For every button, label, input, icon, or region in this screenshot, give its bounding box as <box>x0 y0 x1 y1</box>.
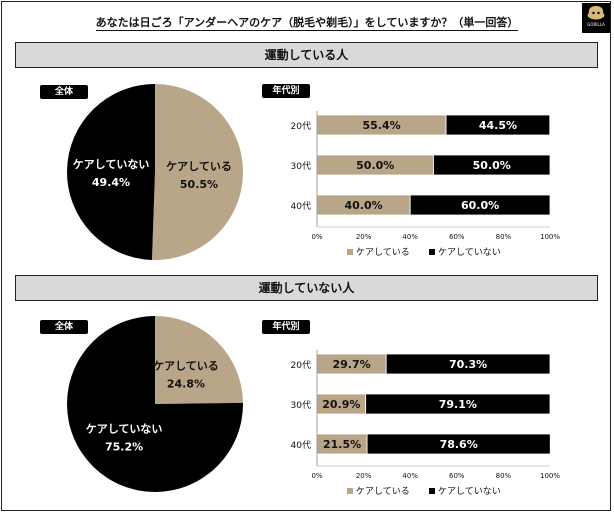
bar-value-label: 55.4% <box>362 119 400 132</box>
legend-label: ケアしている <box>356 486 410 497</box>
legend-label: ケアしている <box>356 247 410 258</box>
bar-value-label: 50.0% <box>473 159 511 172</box>
x-tick-label: 100% <box>540 233 560 241</box>
age-tag: 年代別 <box>262 320 310 334</box>
legend-swatch <box>429 249 435 255</box>
bar-value-label: 50.0% <box>356 159 394 172</box>
bar-value-label: 29.7% <box>333 358 371 371</box>
pie-slice-care <box>151 84 243 260</box>
x-tick-label: 20% <box>356 472 372 480</box>
age-tag: 年代別 <box>262 84 310 98</box>
section-header-inactive: 運動していない人 <box>15 275 598 301</box>
pie-value-label: 50.5% <box>180 178 218 191</box>
bar-segment-nocare <box>385 353 551 375</box>
category-label: 30代 <box>291 400 311 411</box>
gorilla-head-icon <box>587 6 605 20</box>
bar-segment-nocare <box>366 433 551 455</box>
bar-segment-nocare <box>445 114 551 136</box>
legend-label: ケアしていない <box>438 486 501 497</box>
bar-value-label: 44.5% <box>479 119 517 132</box>
bar-segment-nocare <box>365 393 551 415</box>
logo-text: GORILLA <box>587 22 605 27</box>
category-label: 40代 <box>291 440 311 451</box>
bar-chart-inactive: 20代 29.7% 70.3% 30代 20.9% 79.1% 40代 21.5% 78.6% 0… <box>291 350 560 497</box>
bar-segment-nocare <box>433 154 551 176</box>
pie-slice-nocare <box>66 84 155 260</box>
x-tick-label: 80% <box>496 472 512 480</box>
pie-label: ケアしている <box>153 360 219 373</box>
overall-tag: 全体 <box>40 85 88 99</box>
pie-slice-nocare <box>67 316 243 492</box>
x-tick-label: 0% <box>311 233 322 241</box>
bar-chart-active: 20代 55.4% 44.5% 30代 50.0% 50.0% 40代 40.0% 60.0% 0… <box>291 111 560 258</box>
category-label: 20代 <box>291 121 311 132</box>
legend-label: ケアしていない <box>438 247 501 258</box>
pie-label: ケアしている <box>166 160 232 173</box>
x-tick-label: 0% <box>311 472 322 480</box>
x-tick-label: 80% <box>496 233 512 241</box>
overall-tag: 全体 <box>40 320 88 334</box>
bar-value-label: 60.0% <box>461 199 499 212</box>
bar-value-label: 70.3% <box>449 358 487 371</box>
category-label: 40代 <box>291 201 311 212</box>
x-tick-label: 100% <box>540 472 560 480</box>
bar-value-label: 40.0% <box>345 199 383 212</box>
pie-label: ケアしていない <box>73 158 150 171</box>
pie-value-label: 49.4% <box>92 176 130 189</box>
x-tick-label: 40% <box>402 472 418 480</box>
x-tick-label: 60% <box>449 233 465 241</box>
bar-value-label: 78.6% <box>440 438 478 451</box>
x-tick-label: 20% <box>356 233 372 241</box>
section-header-active: 運動している人 <box>15 42 598 68</box>
bar-value-label: 20.9% <box>322 398 360 411</box>
pie-label: ケアしていない <box>86 422 163 435</box>
legend-swatch <box>347 488 353 494</box>
pie-value-label: 75.2% <box>105 440 143 453</box>
x-tick-label: 60% <box>449 472 465 480</box>
survey-question-title: あなたは日ごろ「アンダーヘアのケア（脱毛や剃毛）」をしていますか？（単一回答） <box>95 16 519 31</box>
pie-chart-active: ケアしている 50.5% ケアしていない 49.4% <box>66 84 243 260</box>
legend-swatch <box>347 249 353 255</box>
legend-swatch <box>429 488 435 494</box>
pie-slice-care <box>155 316 243 404</box>
bar-value-label: 79.1% <box>439 398 477 411</box>
pie-chart-inactive: ケアしている 24.8% ケアしていない 75.2% <box>67 316 243 492</box>
bar-value-label: 21.5% <box>323 438 361 451</box>
category-label: 30代 <box>291 161 311 172</box>
category-label: 20代 <box>291 360 311 371</box>
pie-value-label: 24.8% <box>167 378 205 391</box>
gorilla-logo-icon: GORILLA <box>582 3 610 33</box>
x-tick-label: 40% <box>402 233 418 241</box>
bar-segment-nocare <box>409 194 551 216</box>
